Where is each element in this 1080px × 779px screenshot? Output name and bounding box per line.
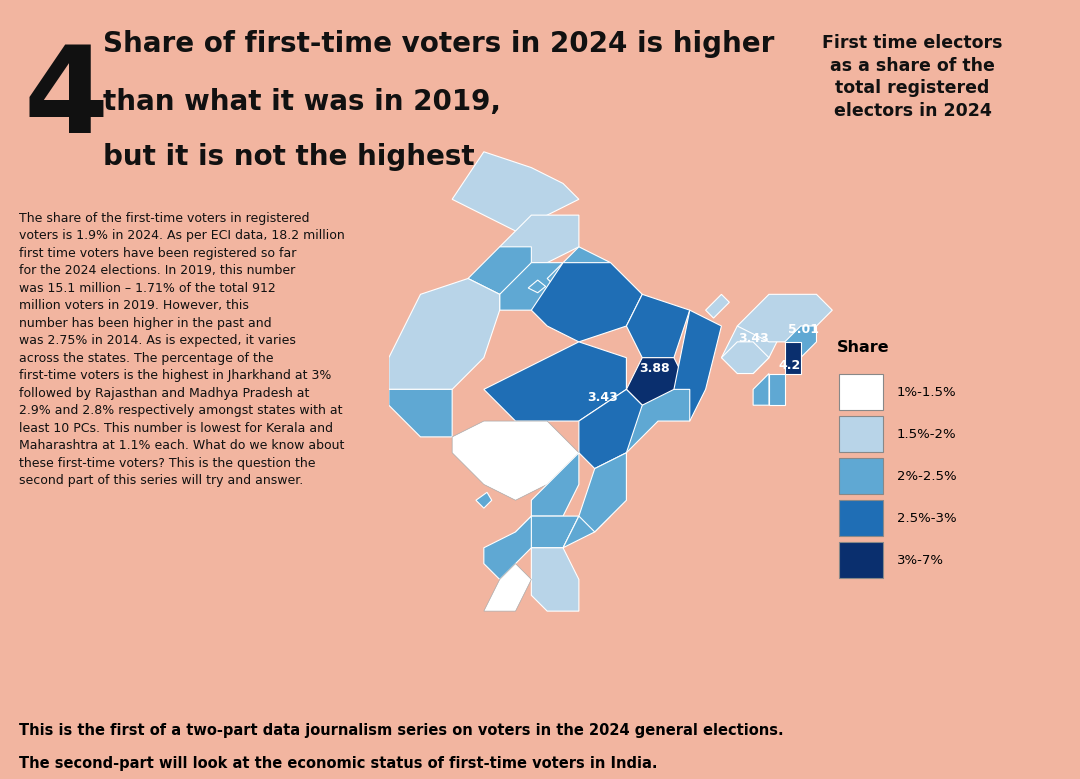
Polygon shape (476, 492, 491, 508)
Polygon shape (721, 310, 785, 373)
Polygon shape (484, 516, 531, 580)
Polygon shape (674, 310, 721, 421)
Polygon shape (579, 390, 643, 469)
Polygon shape (738, 294, 833, 342)
Text: but it is not the highest: but it is not the highest (103, 143, 474, 171)
Text: 3.88: 3.88 (639, 362, 671, 375)
Polygon shape (453, 152, 579, 231)
Text: 3.43: 3.43 (738, 332, 769, 345)
Polygon shape (515, 516, 579, 548)
Text: 4.2: 4.2 (779, 359, 800, 372)
Text: 3%-7%: 3%-7% (896, 554, 944, 567)
FancyBboxPatch shape (839, 374, 883, 410)
Polygon shape (389, 278, 500, 390)
Polygon shape (500, 215, 579, 263)
Polygon shape (563, 516, 610, 548)
Text: 2%-2.5%: 2%-2.5% (896, 470, 957, 483)
Polygon shape (626, 294, 690, 358)
Polygon shape (705, 294, 729, 318)
Polygon shape (484, 342, 626, 421)
FancyBboxPatch shape (839, 416, 883, 452)
FancyBboxPatch shape (839, 542, 883, 578)
Text: 3.43: 3.43 (588, 391, 618, 404)
Polygon shape (579, 453, 626, 532)
Text: than what it was in 2019,: than what it was in 2019, (103, 89, 501, 117)
Polygon shape (531, 453, 579, 516)
Text: 1.5%-2%: 1.5%-2% (896, 428, 957, 441)
Text: The share of the first-time voters in registered
voters is 1.9% in 2024. As per : The share of the first-time voters in re… (19, 212, 346, 488)
Text: 4: 4 (24, 41, 109, 157)
Text: This is the first of a two-part data journalism series on voters in the 2024 gen: This is the first of a two-part data jou… (19, 723, 784, 738)
Polygon shape (528, 280, 545, 293)
Text: 2.5%-3%: 2.5%-3% (896, 512, 957, 525)
Polygon shape (389, 390, 453, 437)
Polygon shape (531, 263, 643, 342)
Text: The second-part will look at the economic status of first-time voters in India.: The second-part will look at the economi… (19, 756, 658, 770)
FancyBboxPatch shape (839, 500, 883, 536)
Polygon shape (785, 326, 816, 358)
Text: 1%-1.5%: 1%-1.5% (896, 386, 957, 399)
Polygon shape (531, 548, 579, 612)
Polygon shape (769, 373, 785, 405)
Polygon shape (626, 358, 690, 405)
Polygon shape (484, 564, 531, 612)
Polygon shape (753, 373, 769, 405)
Text: 5.01: 5.01 (788, 323, 820, 336)
Text: Share of first-time voters in 2024 is higher: Share of first-time voters in 2024 is hi… (103, 30, 774, 58)
Polygon shape (468, 247, 531, 294)
FancyBboxPatch shape (839, 458, 883, 495)
Polygon shape (785, 342, 800, 373)
Polygon shape (500, 263, 563, 310)
Polygon shape (453, 421, 579, 500)
Text: First time electors
as a share of the
total registered
electors in 2024: First time electors as a share of the to… (822, 33, 1003, 120)
Polygon shape (721, 342, 769, 373)
Polygon shape (610, 390, 690, 453)
Text: Share: Share (837, 340, 890, 355)
Polygon shape (548, 247, 610, 294)
